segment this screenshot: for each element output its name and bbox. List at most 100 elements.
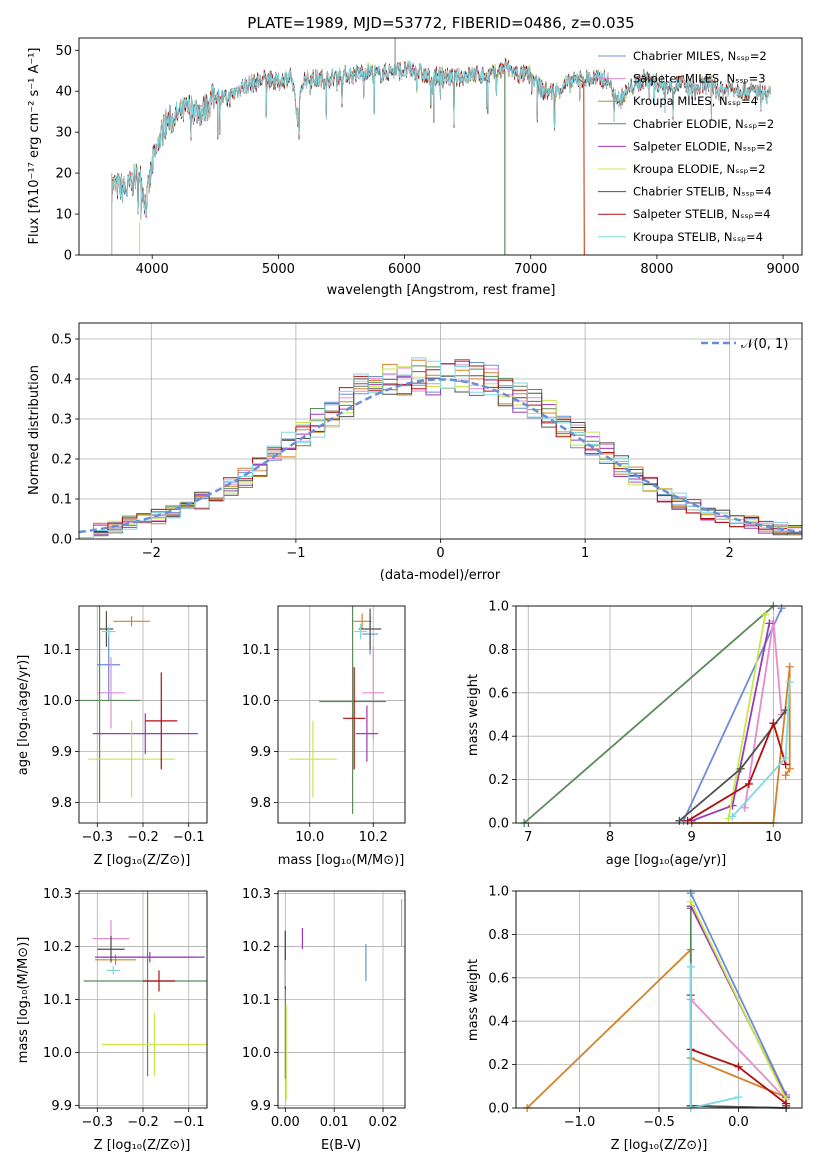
x-tick-label: 2 xyxy=(726,546,734,561)
legend-label: Chabrier ELODIE, Nₛₛₚ=2 xyxy=(633,117,774,131)
weight-marker-1 xyxy=(769,617,778,626)
z-mass-xlabel: Z [log₁₀(Z/Z⊙)] xyxy=(94,1138,191,1153)
x-tick-label: 0.02 xyxy=(369,1115,398,1130)
weight-marker-8 xyxy=(686,962,695,971)
y-tick-label: 10.1 xyxy=(242,643,271,658)
y-tick-label: 9.8 xyxy=(51,796,72,811)
age-weight-xlabel: age [log₁₀(age/yr)] xyxy=(606,853,727,868)
axes-frame xyxy=(78,890,208,1109)
y-tick-label: 0.0 xyxy=(488,1102,509,1117)
weight-line-0 xyxy=(682,607,783,822)
x-tick-label: −0.3 xyxy=(81,830,113,845)
y-tick-label: 0.8 xyxy=(488,643,509,658)
weight-marker-8 xyxy=(781,753,790,762)
spectrum-plot: 4000 5000 6000 7000 8000 9000 0 10 20 30 40 50 xyxy=(55,37,803,277)
weight-marker-7 xyxy=(683,816,692,825)
x-tick-label: −0.2 xyxy=(127,830,159,845)
weight-marker-8 xyxy=(785,677,794,686)
x-tick-label: −0.2 xyxy=(127,1115,159,1130)
y-tick-label: 1.0 xyxy=(488,600,509,615)
axes-frame xyxy=(515,890,803,1109)
legend-label: Kroupa MILES, Nₛₛₚ=4 xyxy=(633,94,758,108)
mass-age-plot: 10.0 10.2 9.8 9.9 10.0 10.1 xyxy=(242,605,406,845)
y-tick-label: 10 xyxy=(55,208,72,223)
z-age-plot: −0.3 −0.2 −0.1 9.8 9.9 10.0 10.1 xyxy=(43,605,208,845)
z-weight-plot: −1.0 −0.5 0.0 0.0 0.2 0.4 0.6 0.8 1.0 xyxy=(488,885,803,1130)
y-tick-label: 0 xyxy=(64,249,72,264)
x-tick-label: −0.1 xyxy=(173,830,205,845)
y-tick-label: 10.3 xyxy=(242,887,271,902)
y-tick-label: 50 xyxy=(55,44,72,59)
histogram-series-8 xyxy=(79,357,802,538)
ebv-mass-xlabel: E(B-V) xyxy=(321,1138,361,1153)
y-tick-label: 0.3 xyxy=(51,413,72,428)
weight-marker-4 xyxy=(728,801,737,810)
y-tick-label: 9.9 xyxy=(250,745,271,760)
weight-line-7 xyxy=(687,720,787,822)
y-tick-label: 10.2 xyxy=(43,940,72,955)
weight-marker-8 xyxy=(734,1093,743,1102)
x-tick-label: 10.2 xyxy=(359,830,388,845)
residual-panel: −2 −1 0 1 2 0.0 0.1 0.2 0.3 0.4 0.5 (data-model)/e… xyxy=(27,322,803,583)
axes-frame xyxy=(78,37,803,256)
weight-line-5 xyxy=(727,614,767,819)
axes-frame xyxy=(277,890,406,1109)
x-tick-label: 0.0 xyxy=(728,1115,749,1130)
x-tick-label: 5000 xyxy=(262,262,295,277)
age-weight-ylabel: mass weight xyxy=(466,674,481,756)
y-tick-label: 9.9 xyxy=(51,745,72,760)
x-tick-label: 10 xyxy=(765,830,782,845)
weight-marker-0 xyxy=(777,604,786,613)
errorbars xyxy=(83,891,207,1077)
y-tick-label: 10.3 xyxy=(43,887,72,902)
residual-legend: 𝒩(0, 1) xyxy=(701,337,788,352)
z-weight-xlabel: Z [log₁₀(Z/Z⊙)] xyxy=(611,1138,708,1153)
errorbars xyxy=(79,606,198,803)
x-tick-label: −0.1 xyxy=(173,1115,205,1130)
weight-marker-2 xyxy=(781,771,790,780)
weight-marker-6 xyxy=(675,816,684,825)
weight-line-5 xyxy=(689,901,787,1100)
y-tick-label: 0.4 xyxy=(488,730,509,745)
weight-marker-7 xyxy=(782,1099,791,1108)
y-tick-label: 0.0 xyxy=(51,533,72,548)
x-tick-label: −0.5 xyxy=(643,1115,675,1130)
legend-label: Kroupa STELIB, Nₛₛₚ=4 xyxy=(633,230,763,244)
x-tick-label: −0.3 xyxy=(81,1115,113,1130)
age-weight-plot: 7 8 9 10 0.0 0.2 0.4 0.6 0.8 1.0 xyxy=(488,600,803,845)
weight-marker-2 xyxy=(785,764,794,773)
legend-label: Chabrier STELIB, Nₛₛₚ=4 xyxy=(633,185,772,199)
weight-lines xyxy=(520,602,794,827)
y-tick-label: 9.8 xyxy=(250,796,271,811)
y-tick-label: 0.2 xyxy=(488,773,509,788)
y-tick-label: 20 xyxy=(55,167,72,182)
residual-plot: −2 −1 0 1 2 0.0 0.1 0.2 0.3 0.4 0.5 xyxy=(51,322,803,561)
weight-line-2 xyxy=(691,666,791,824)
axes-frame xyxy=(277,605,406,824)
x-tick-label: 0.01 xyxy=(320,1115,349,1130)
x-tick-label: 7000 xyxy=(514,262,547,277)
weight-marker-5 xyxy=(686,897,695,906)
residual-ylabel: Normed distribution xyxy=(27,365,42,495)
weight-marker-2 xyxy=(785,662,794,671)
z-age-ylabel: age [log₁₀(age/yr)] xyxy=(16,655,31,776)
y-tick-label: 30 xyxy=(55,126,72,141)
weight-lines xyxy=(523,889,791,1112)
legend-label: Salpeter STELIB, Nₛₛₚ=4 xyxy=(633,207,771,221)
weight-marker-0 xyxy=(686,889,695,898)
histograms xyxy=(79,357,802,538)
x-tick-label: −1.0 xyxy=(564,1115,596,1130)
y-tick-label: 0.6 xyxy=(488,686,509,701)
x-tick-label: 8 xyxy=(606,830,614,845)
weight-marker-6 xyxy=(736,764,745,773)
weight-marker-5 xyxy=(724,814,733,823)
y-tick-label: 10.1 xyxy=(43,643,72,658)
axes-frame xyxy=(515,605,803,824)
y-tick-label: 10.0 xyxy=(242,694,271,709)
y-tick-label: 0.2 xyxy=(488,1058,509,1073)
mass-age-xlabel: mass [log₁₀(M/M⊙)] xyxy=(278,853,405,868)
x-tick-label: 9000 xyxy=(767,262,800,277)
y-tick-label: 10.1 xyxy=(43,993,72,1008)
y-tick-label: 10.2 xyxy=(242,940,271,955)
y-tick-label: 0.8 xyxy=(488,928,509,943)
